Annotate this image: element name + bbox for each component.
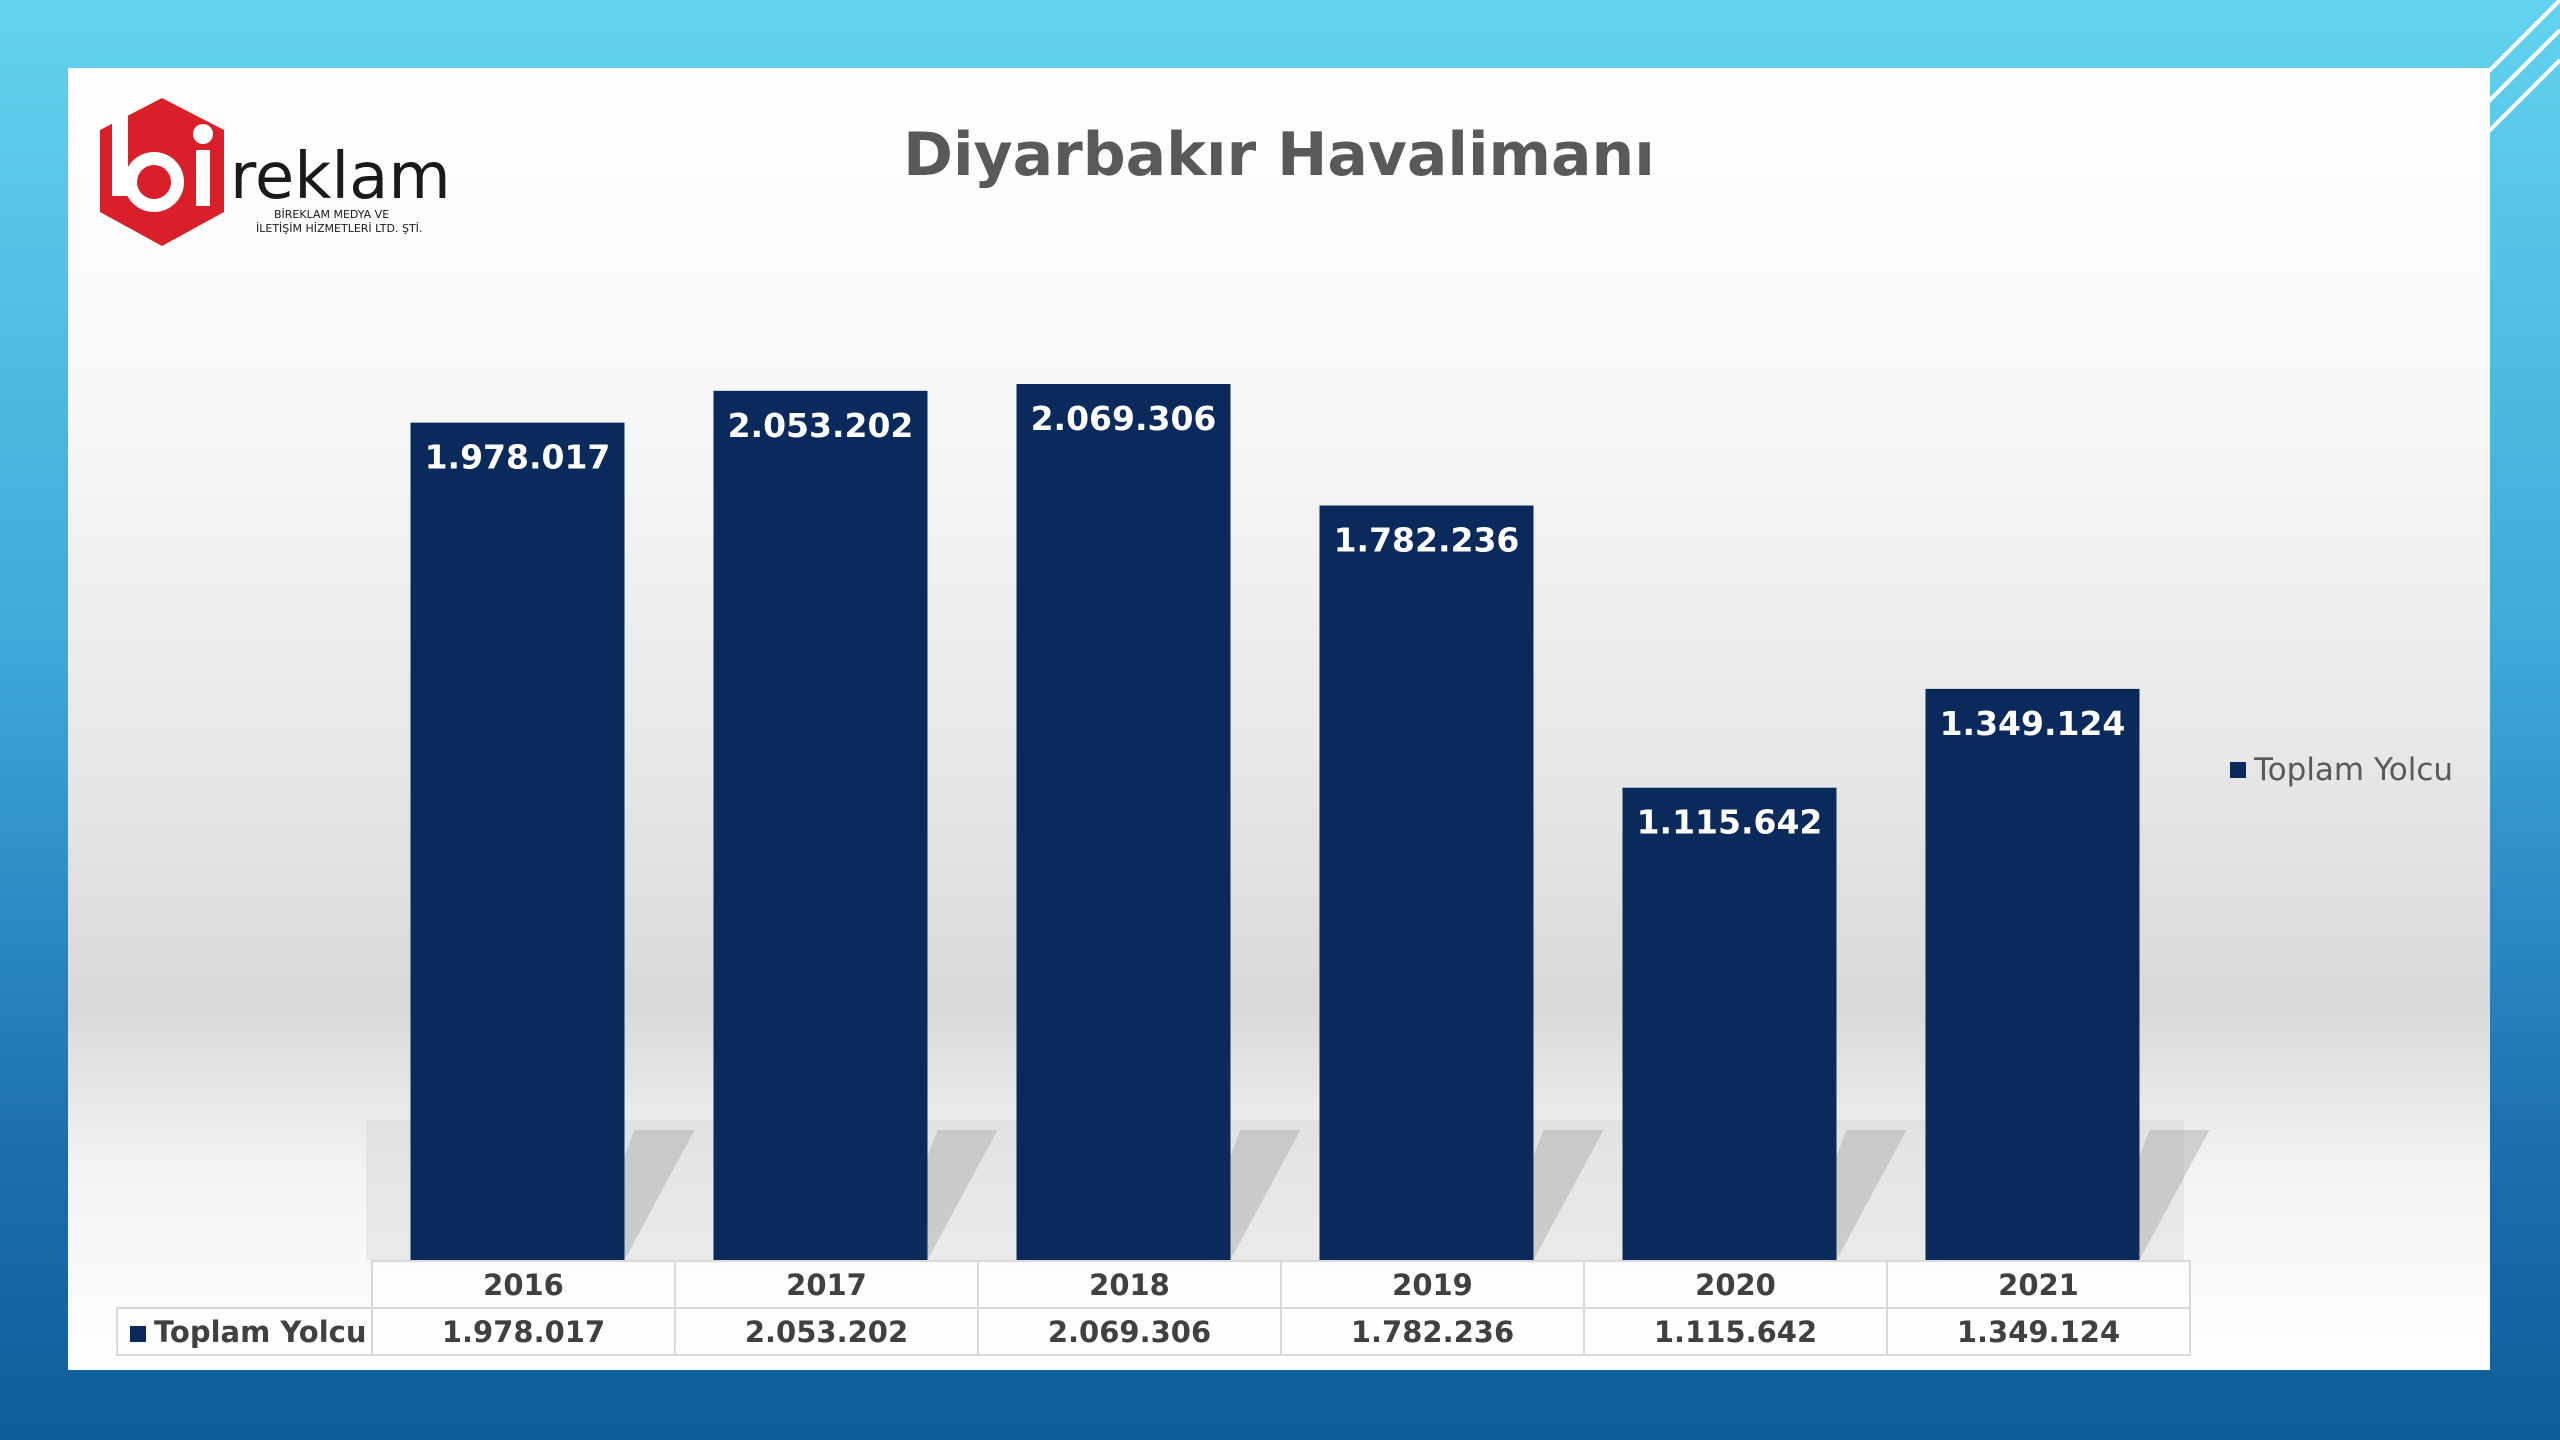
data-table: 2016 2017 2018 2019 2020 2021 Toplam Yol… (116, 1260, 2191, 1356)
bar-2017 (713, 390, 928, 1260)
bar-chart: 1.978.017 2.053.202 2.069.306 1.782.236 1.11… (366, 384, 2210, 1261)
table-value-2019: 1.782.236 (1280, 1307, 1585, 1356)
table-series-name: Toplam Yolcu (154, 1314, 367, 1349)
bar-2016 (410, 422, 625, 1261)
data-table-corner (117, 1261, 372, 1308)
bar-label-2021: 1.349.124 (1940, 704, 2126, 743)
legend-label: Toplam Yolcu (2254, 752, 2454, 788)
bar-2018 (1016, 384, 1231, 1260)
bar-label-2018: 2.069.306 (1031, 399, 1217, 438)
table-year-2019: 2019 (1280, 1260, 1585, 1309)
company-logo: reklam BİREKLAM MEDYA VE İLETİŞİM HİZMET… (100, 98, 451, 246)
bar-2020 (1622, 787, 1837, 1260)
chart-title: Diyarbakır Havalimanı (903, 120, 1655, 190)
table-year-2016: 2016 (371, 1260, 676, 1309)
bar-label-2017: 2.053.202 (728, 406, 914, 445)
table-year-2021: 2021 (1886, 1260, 2191, 1309)
table-value-2021: 1.349.124 (1886, 1307, 2191, 1356)
table-value-2018: 2.069.306 (977, 1307, 1282, 1356)
data-table-value-row: Toplam Yolcu 1.978.017 2.053.202 2.069.3… (116, 1307, 2191, 1356)
table-value-2017: 2.053.202 (674, 1307, 979, 1356)
bar-2021 (1925, 688, 2140, 1260)
table-year-2020: 2020 (1583, 1260, 1888, 1309)
table-value-2016: 1.978.017 (371, 1307, 676, 1356)
slide: reklam BİREKLAM MEDYA VE İLETİŞİM HİZMET… (68, 68, 2490, 1370)
table-year-2017: 2017 (674, 1260, 979, 1309)
logo-line-2: İLETİŞİM HİZMETLERİ LTD. ŞTİ. (256, 222, 422, 235)
plot-floor-shade (366, 1120, 2184, 1260)
logo-wordmark: reklam (230, 140, 451, 214)
table-series-label: Toplam Yolcu (116, 1307, 373, 1356)
chart-legend: Toplam Yolcu (2230, 752, 2453, 788)
bar-2019 (1319, 505, 1534, 1260)
table-legend-swatch (130, 1325, 146, 1342)
bar-label-2020: 1.115.642 (1637, 803, 1823, 842)
table-year-2018: 2018 (977, 1260, 1282, 1309)
bar-label-2019: 1.782.236 (1334, 521, 1520, 560)
logo-line-1: BİREKLAM MEDYA VE (274, 208, 389, 221)
bar-label-2016: 1.978.017 (425, 438, 611, 477)
legend-swatch (2230, 762, 2246, 778)
data-table-header-row: 2016 2017 2018 2019 2020 2021 (117, 1260, 2191, 1309)
table-value-2020: 1.115.642 (1583, 1307, 1888, 1356)
